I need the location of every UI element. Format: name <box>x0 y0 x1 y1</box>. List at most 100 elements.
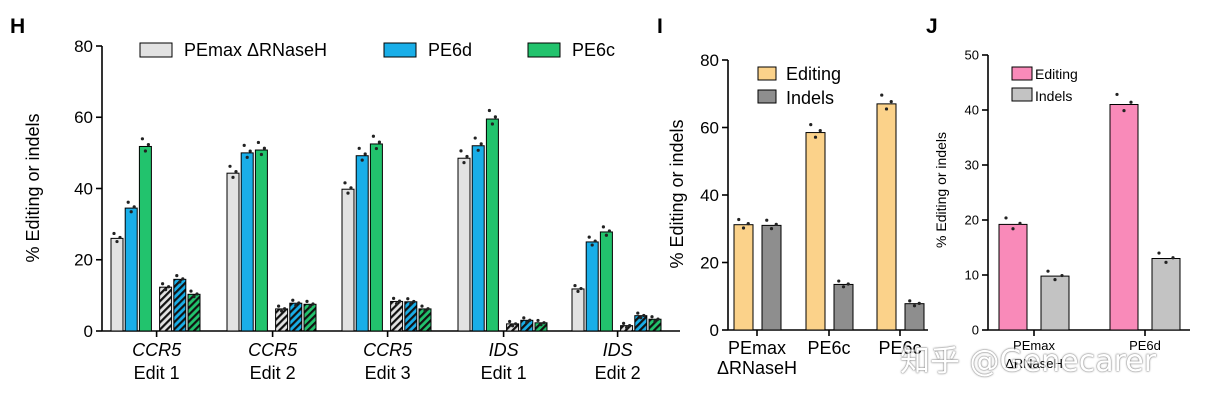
panel-h-bar <box>138 145 152 332</box>
panel-j-bar-replicate-point <box>1018 221 1022 225</box>
panel-h-bar-replicate-point <box>510 324 515 328</box>
panel-h-bar-replicate-point <box>412 299 416 304</box>
panel-h-bar-replicate-point <box>146 143 150 147</box>
panel-h-bar <box>471 145 485 332</box>
panel-i-bar-replicate-point <box>889 100 893 104</box>
panel-h-bar-replicate-point <box>579 286 583 291</box>
panel-h-bar-replicate-point <box>459 149 463 153</box>
panel-j-y-tick-label: 30 <box>965 158 979 173</box>
panel-h-bar <box>369 143 383 332</box>
panel-j-y-tick-label: 40 <box>965 103 979 118</box>
panel-i-category-label: PE6c <box>807 338 850 358</box>
panel-i-y-tick-label: 0 <box>710 321 719 340</box>
panel-j-bar-replicate-point <box>1004 216 1008 220</box>
panel-h-y-tick-label: 20 <box>74 251 93 270</box>
panel-h-bar <box>457 157 471 332</box>
panel-i-bar-replicate-point <box>841 285 846 289</box>
panel-i-bar-replicate-point <box>774 222 778 226</box>
panel-h-bar-replicate-point <box>248 149 252 153</box>
panel-i-category-label: PEmax <box>728 338 786 358</box>
panel-h-bar-replicate-point <box>420 304 424 308</box>
panel-h-bar <box>585 241 599 332</box>
panel-h-bar-replicate-point <box>650 315 654 319</box>
panel-h-bar-replicate-point <box>132 205 136 209</box>
panel-h-bar-replicate-point <box>639 316 643 320</box>
panel-h-bar <box>634 315 648 332</box>
panel-h-bar-replicate-point <box>234 170 238 174</box>
panel-j-y-tick-label: 0 <box>972 323 979 338</box>
panel-h-group-edit: Edit 3 <box>365 363 411 383</box>
panel-h-bar-replicate-point <box>593 239 597 243</box>
panel-h-bar-replicate-point <box>346 191 350 195</box>
panel-h-bar-replicate-point <box>228 164 232 168</box>
panel-h-group-gene: CCR5 <box>363 340 413 360</box>
panel-h-group-gene: IDS <box>489 340 519 360</box>
panel-h-bar-replicate-point <box>308 304 312 309</box>
panel-h-bar-replicate-point <box>604 233 609 237</box>
panel-h-bar-replicate-point <box>409 302 413 306</box>
panel-h-bar-replicate-point <box>656 317 660 321</box>
panel-j-bar-replicate-point <box>1129 100 1133 104</box>
panel-j-y-tick-label: 10 <box>965 268 979 283</box>
legend-label-j-editing: Editing <box>1035 66 1078 82</box>
panel-h-bar-replicate-point <box>508 319 512 324</box>
panel-h-y-tick-label: 80 <box>74 37 93 56</box>
panel-letter-i: I <box>657 15 663 38</box>
panel-h-bar-replicate-point <box>277 304 281 308</box>
panel-i-bar <box>876 103 897 331</box>
legend-swatch-pemax <box>139 42 173 58</box>
panel-h-bar-replicate-point <box>297 301 301 305</box>
panel-j-bar-replicate-point <box>1122 109 1126 113</box>
panel-h-bar <box>159 286 173 332</box>
panel-h-bar-replicate-point <box>423 309 427 313</box>
panel-h-bar-replicate-point <box>283 307 287 311</box>
panel-i-bar-replicate-point <box>908 299 912 303</box>
panel-h-bar-replicate-point <box>374 146 378 151</box>
panel-j-bar-replicate-point <box>1164 260 1168 264</box>
panel-h-bar <box>289 302 303 332</box>
panel-h-bar <box>303 303 317 332</box>
panel-h-bar-replicate-point <box>587 235 591 239</box>
panel-h-bar-replicate-point <box>395 302 399 306</box>
panel-h-bar <box>404 301 418 332</box>
panel-h-bar-replicate-point <box>363 152 367 156</box>
panel-h-bar <box>173 278 187 332</box>
panel-i-bar <box>904 303 925 331</box>
panel-j-category-label: PEmax <box>1013 338 1055 353</box>
panel-h-bar-replicate-point <box>622 321 626 325</box>
panel-h-bar <box>110 237 124 332</box>
panel-h-group-edit: Edit 2 <box>250 363 296 383</box>
panel-h-bar-replicate-point <box>406 297 410 301</box>
panel-h-bar-replicate-point <box>311 302 315 306</box>
panel-h-bar-replicate-point <box>487 108 491 113</box>
panel-h-bar <box>341 188 355 332</box>
panel-h-bar-replicate-point <box>528 318 532 322</box>
panel-h-bar-replicate-point <box>242 143 246 147</box>
panel-h-bar-replicate-point <box>357 146 361 150</box>
panel-h-bar-replicate-point <box>601 225 606 229</box>
panel-h-bar <box>240 152 254 332</box>
panel-h-bar-replicate-point <box>493 115 497 119</box>
panel-h-bar-replicate-point <box>280 309 284 313</box>
panel-h-bar-replicate-point <box>178 280 182 284</box>
panel-h-group-gene: IDS <box>603 340 633 360</box>
panel-h-bar <box>355 155 369 332</box>
panel-i-bar-replicate-point <box>917 301 921 306</box>
panel-j-bar <box>1151 258 1181 331</box>
panel-h-group-gene: CCR5 <box>132 340 182 360</box>
panel-h-bar-replicate-point <box>636 311 640 315</box>
panel-j-bar <box>1040 275 1070 331</box>
panel-h-bar-replicate-point <box>490 122 494 126</box>
panel-h-bar-replicate-point <box>189 289 193 293</box>
panel-h-bar-replicate-point <box>259 152 263 157</box>
panel-h-bar-replicate-point <box>465 154 469 159</box>
panel-h-bar-replicate-point <box>476 148 480 152</box>
panel-h-bar-replicate-point <box>377 140 381 144</box>
panel-h-bar <box>520 319 534 332</box>
panel-h-bar-replicate-point <box>161 282 165 286</box>
panel-h-bar <box>187 293 201 332</box>
panel-j-bar-replicate-point <box>1115 92 1119 97</box>
panel-h-bar <box>506 323 520 332</box>
panel-h-bar-replicate-point <box>195 292 199 296</box>
panel-h-bar-replicate-point <box>525 320 529 324</box>
